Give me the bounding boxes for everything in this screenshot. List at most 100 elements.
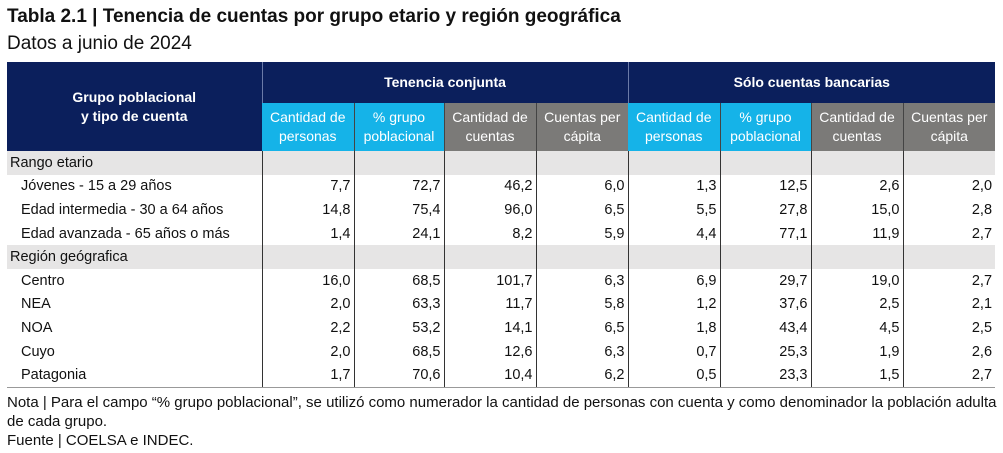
table-cell: 2,0 xyxy=(902,174,996,199)
table-cell: 11,7 xyxy=(443,292,536,317)
table-cell: 10,4 xyxy=(443,363,536,388)
table-cell: 6,0 xyxy=(535,174,628,199)
table-cell: 11,9 xyxy=(810,221,903,246)
column-header: Cantidad de personas xyxy=(262,103,354,151)
table-cell: 5,5 xyxy=(627,198,720,222)
table-cell: 2,7 xyxy=(902,221,996,246)
table-cell: 4,5 xyxy=(810,316,903,340)
table-cell: 72,7 xyxy=(353,174,444,199)
table-cell xyxy=(627,151,720,175)
group-header-solo-bancarias: Sólo cuentas bancarias xyxy=(627,62,996,103)
table-cell: 68,5 xyxy=(353,268,444,293)
row-label: NEA xyxy=(21,296,51,313)
table-cell: 2,0 xyxy=(261,292,354,317)
table-cell: 8,2 xyxy=(443,221,536,246)
data-table: Grupo poblacional y tipo de cuenta Tenen… xyxy=(7,62,996,388)
table-cell xyxy=(443,245,536,269)
table-title: Tabla 2.1 | Tenencia de cuentas por grup… xyxy=(7,6,621,27)
table-cell: 46,2 xyxy=(443,174,536,199)
table-cell: 1,8 xyxy=(627,316,720,340)
table-cell: 2,8 xyxy=(902,198,996,222)
table-cell xyxy=(353,245,444,269)
table-cell: 1,5 xyxy=(810,363,903,388)
table-cell: 2,1 xyxy=(902,292,996,317)
table-row: Jóvenes - 15 a 29 años 7,7 72,7 46,2 6,0 1,3 1… xyxy=(7,174,996,199)
table-cell: 12,5 xyxy=(719,174,811,199)
row-label: Edad avanzada - 65 años o más xyxy=(21,225,230,242)
table-cell xyxy=(261,151,354,175)
table-row: Cuyo 2,0 68,5 12,6 6,3 0,7 25,3 1,9 2,6 xyxy=(7,339,996,364)
column-header: Cantidad de cuentas xyxy=(810,103,903,151)
table-row: Patagonia 1,7 70,6 10,4 6,2 0,5 23,3 1,5 2,7 xyxy=(7,363,996,388)
table-cell: 53,2 xyxy=(353,316,444,340)
table-cell: 4,4 xyxy=(627,221,720,246)
table-cell: 37,6 xyxy=(719,292,811,317)
table-cell: 1,4 xyxy=(261,221,354,246)
row-label: Centro xyxy=(21,272,65,289)
table-cell: 43,4 xyxy=(719,316,811,340)
table-row: NEA 2,0 63,3 11,7 5,8 1,2 37,6 2,5 2,1 xyxy=(7,292,996,317)
table-cell xyxy=(902,245,996,269)
table-cell: 6,3 xyxy=(535,339,628,364)
table-cell: 14,1 xyxy=(443,316,536,340)
table-cell: 25,3 xyxy=(719,339,811,364)
row-label: Jóvenes - 15 a 29 años xyxy=(21,178,172,195)
category-row: Región geógrafica xyxy=(7,245,996,269)
table-cell: 6,3 xyxy=(535,268,628,293)
table-cell: 16,0 xyxy=(261,268,354,293)
footnote: Nota | Para el campo “% grupo poblaciona… xyxy=(7,393,997,450)
table-cell: 2,6 xyxy=(902,339,996,364)
table-cell: 14,8 xyxy=(261,198,354,222)
table-cell: 77,1 xyxy=(719,221,811,246)
table-cell: 2,2 xyxy=(261,316,354,340)
table-cell: 0,7 xyxy=(627,339,720,364)
column-header: Cantidad de cuentas xyxy=(443,103,536,151)
table-cell xyxy=(443,151,536,175)
row-label: Región geógrafica xyxy=(7,245,262,269)
column-header: % grupo poblacional xyxy=(353,103,444,151)
table-row: Edad intermedia - 30 a 64 años 14,8 75,4 96… xyxy=(7,198,996,222)
table-cell: 2,6 xyxy=(810,174,903,199)
table-cell xyxy=(810,245,903,269)
column-header: Cuentas per cápita xyxy=(902,103,996,151)
table-cell: 1,3 xyxy=(627,174,720,199)
table-cell xyxy=(353,151,444,175)
row-label: NOA xyxy=(21,319,53,336)
table-cell: 19,0 xyxy=(810,268,903,293)
table-cell: 96,0 xyxy=(443,198,536,222)
table-cell: 23,3 xyxy=(719,363,811,388)
table-cell: 2,7 xyxy=(902,363,996,388)
source-text: Fuente | COELSA e INDEC. xyxy=(7,432,194,449)
table-cell: 2,5 xyxy=(810,292,903,317)
table-cell: 70,6 xyxy=(353,363,444,388)
note-text: Nota | Para el campo “% grupo poblaciona… xyxy=(7,394,997,430)
table-row: Edad avanzada - 65 años o más 1,4 24,1 8,2 5… xyxy=(7,221,996,246)
table-cell: 1,7 xyxy=(261,363,354,388)
column-header: % grupo poblacional xyxy=(719,103,811,151)
table-cell: 5,9 xyxy=(535,221,628,246)
table-cell: 75,4 xyxy=(353,198,444,222)
table-cell xyxy=(719,151,811,175)
table-cell: 1,2 xyxy=(627,292,720,317)
table-cell xyxy=(627,245,720,269)
table-cell xyxy=(535,245,628,269)
table-cell xyxy=(535,151,628,175)
table-row: NOA 2,2 53,2 14,1 6,5 1,8 43,4 4,5 2,5 xyxy=(7,316,996,340)
column-header: Cuentas per cápita xyxy=(535,103,628,151)
table-cell: 6,9 xyxy=(627,268,720,293)
table-cell: 63,3 xyxy=(353,292,444,317)
table-cell xyxy=(719,245,811,269)
table-cell: 27,8 xyxy=(719,198,811,222)
table-cell: 6,5 xyxy=(535,198,628,222)
table-subtitle: Datos a junio de 2024 xyxy=(7,33,192,54)
table-cell xyxy=(902,151,996,175)
table-cell: 2,5 xyxy=(902,316,996,340)
row-label: Rango etario xyxy=(7,151,262,175)
row-label: Edad intermedia - 30 a 64 años xyxy=(21,201,224,218)
table-cell: 2,7 xyxy=(902,268,996,293)
table-cell: 6,2 xyxy=(535,363,628,388)
table-cell: 5,8 xyxy=(535,292,628,317)
table-cell xyxy=(261,245,354,269)
column-header: Cantidad de personas xyxy=(628,103,720,151)
table-cell xyxy=(810,151,903,175)
